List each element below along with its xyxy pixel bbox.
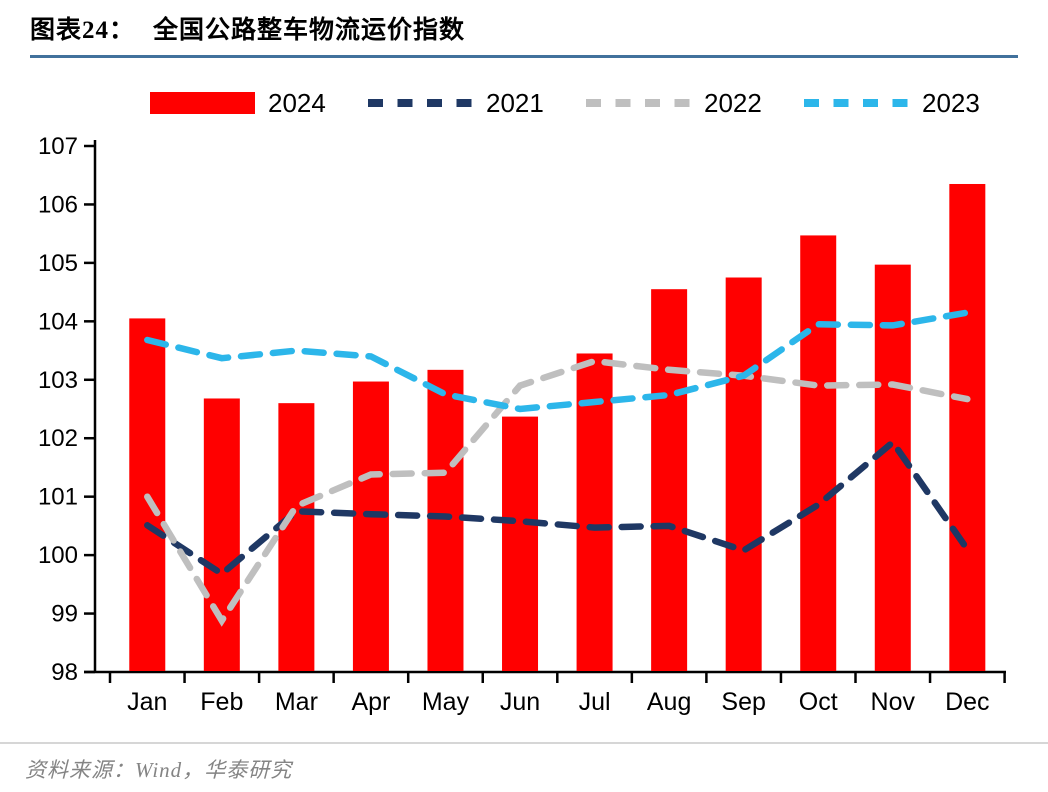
chart-title-text: 全国公路整车物流运价指数: [153, 17, 466, 44]
legend-swatch-2024: [150, 92, 255, 114]
x-tick-label: Jun: [500, 688, 540, 716]
x-tick-label: Aug: [647, 688, 691, 716]
y-tick-label: 100: [38, 542, 78, 569]
legend-label-2021: 2021: [486, 88, 544, 118]
bar-2024-Jul: [576, 353, 613, 671]
line-2023: [144, 309, 971, 413]
legend-label-2022: 2022: [704, 88, 762, 118]
x-tick-label: Apr: [351, 688, 390, 716]
line-2022: [144, 357, 971, 627]
x-tick-label: Jan: [127, 688, 167, 716]
bar-2024-Apr: [352, 381, 389, 671]
bar-2024-Feb: [203, 398, 240, 671]
bar-2024-Nov: [874, 264, 911, 671]
x-tick-label: May: [422, 688, 470, 716]
y-tick-label: 103: [38, 367, 78, 394]
bar-2024-Jun: [502, 416, 539, 671]
x-tick-label: Oct: [799, 688, 838, 716]
x-tick-label: Mar: [275, 688, 318, 716]
bar-2024-Oct: [800, 235, 837, 672]
legend-label-2024: 2024: [268, 88, 326, 118]
line-2021: [144, 437, 971, 578]
bar-2024-Dec: [949, 183, 986, 671]
y-tick-label: 102: [38, 425, 78, 452]
x-tick-label: Jul: [579, 688, 611, 716]
x-tick-label: Nov: [871, 688, 916, 716]
chart-title: 图表24： 全国公路整车物流运价指数: [30, 10, 1018, 58]
x-tick-label: Dec: [945, 688, 989, 716]
bar-2024-Aug: [651, 289, 688, 671]
y-tick-label: 107: [38, 133, 78, 160]
freight-index-chart: 2024 2021 2022 2023 98 99 100 101 102 103 104 105 10…: [38, 88, 1006, 716]
source-text: 资料来源：Wind，华泰研究: [25, 758, 293, 782]
legend-label-2023: 2023: [922, 88, 980, 118]
x-tick-label: Feb: [200, 688, 243, 716]
y-tick-label: 105: [38, 250, 78, 277]
bar-2024-Sep: [725, 277, 762, 671]
y-tick-label: 98: [51, 659, 78, 686]
x-tick-label: Sep: [721, 688, 765, 716]
bar-2024-Mar: [278, 403, 315, 671]
source-footer: 资料来源：Wind，华泰研究: [0, 742, 1048, 784]
y-tick-label: 104: [38, 308, 78, 335]
y-tick-label: 99: [51, 601, 78, 628]
bar-2024-May: [427, 369, 464, 671]
chart-title-number: 图表24：: [30, 17, 136, 44]
y-tick-label: 101: [38, 484, 78, 511]
y-tick-label: 106: [38, 191, 78, 218]
